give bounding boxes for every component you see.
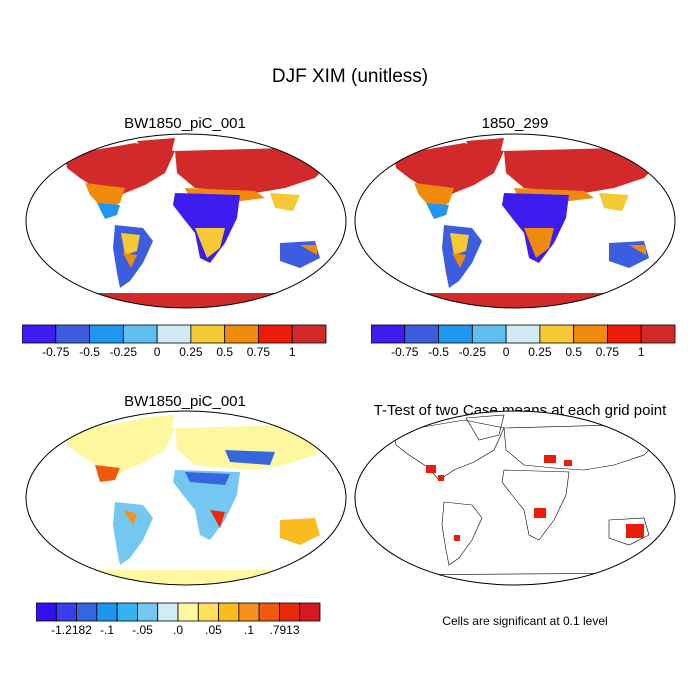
colorbar-swatch	[291, 324, 327, 344]
colorbar-top-right-swatches	[371, 324, 676, 344]
colorbar-swatch	[224, 324, 259, 344]
colorbar-swatch	[137, 602, 159, 622]
colorbar-swatch	[438, 324, 473, 344]
colorbar-swatch	[190, 324, 226, 344]
colorbar-tick-label: 0.25	[179, 345, 203, 358]
colorbar-tick-label: .0	[173, 623, 183, 636]
colorbar-swatch	[55, 602, 77, 622]
colorbar-swatch	[607, 324, 642, 344]
colorbar-tick-label: .7913	[269, 623, 299, 636]
colorbar-tick-label: 1	[289, 345, 296, 358]
colorbar-tick-label: -0.25	[459, 345, 487, 358]
colorbar-swatch	[640, 324, 676, 344]
colorbar-tick-label: 0.75	[596, 345, 620, 358]
colorbar-top-right: -0.75 -0.5 -0.25 0 0.25 0.5 0.75 1	[371, 324, 676, 358]
colorbar-tick-label: 1	[638, 345, 645, 358]
colorbar-swatch	[218, 602, 240, 622]
map-case1	[25, 133, 347, 309]
colorbar-diff-labels: -1.2182 -.1 -.05 .0 .05 .1 .7913	[51, 623, 300, 636]
significance-note: Cells are significant at 0.1 level	[442, 614, 608, 628]
colorbar-swatch	[471, 324, 507, 344]
colorbar-tick-label: .1	[244, 623, 254, 636]
colorbar-swatch	[258, 602, 280, 622]
colorbar-diff: -1.2182 -.1 -.05 .0 .05 .1 .7913	[36, 602, 321, 636]
colorbar-tick-label: 0.5	[216, 345, 233, 358]
colorbar-tick-label: -0.5	[79, 345, 100, 358]
colorbar-tick-label: 0.25	[528, 345, 552, 358]
map-case2	[354, 133, 676, 309]
panel-title-case2-line1: 1850_299	[481, 115, 549, 132]
colorbar-swatch	[36, 602, 57, 622]
figure-title: DJF XIM (unitless)	[271, 66, 429, 87]
colorbar-swatch	[122, 324, 158, 344]
colorbar-tick-label: 0.75	[247, 345, 271, 358]
colorbar-top-left: -0.75 -0.5 -0.25 0 0.25 0.5 0.75 1	[22, 324, 327, 358]
colorbar-swatch	[404, 324, 439, 344]
colorbar-tick-label: -0.75	[391, 345, 419, 358]
colorbar-swatch	[371, 324, 406, 344]
colorbar-tick-label: -0.5	[428, 345, 449, 358]
panel-title-case1-line1: BW1850_piC_001	[124, 115, 246, 132]
colorbar-swatch	[539, 324, 575, 344]
colorbar-swatch	[505, 324, 541, 344]
colorbar-top-right-labels: -0.75 -0.5 -0.25 0 0.25 0.5 0.75 1	[391, 345, 645, 358]
colorbar-swatch	[177, 602, 199, 622]
colorbar-swatch	[573, 324, 608, 344]
colorbar-tick-label: -1.2182	[51, 623, 92, 636]
colorbar-diff-swatches	[36, 602, 321, 622]
panel-title-diff-line1: BW1850_piC_001	[124, 393, 246, 410]
colorbar-tick-label: 0	[503, 345, 510, 358]
colorbar-swatch	[55, 324, 90, 344]
colorbar-tick-label: -0.75	[42, 345, 70, 358]
colorbar-swatch	[258, 324, 293, 344]
colorbar-tick-label: 0	[154, 345, 161, 358]
colorbar-swatch	[197, 602, 219, 622]
colorbar-swatch	[157, 602, 179, 622]
colorbar-swatch	[116, 602, 138, 622]
colorbar-swatch	[279, 602, 301, 622]
colorbar-tick-label: .05	[205, 623, 222, 636]
colorbar-swatch	[22, 324, 57, 344]
colorbar-top-left-labels: -0.75 -0.5 -0.25 0 0.25 0.5 0.75 1	[42, 345, 296, 358]
colorbar-swatch	[156, 324, 192, 344]
map-diff	[25, 410, 347, 586]
colorbar-tick-label: -.1	[100, 623, 114, 636]
colorbar-tick-label: -0.25	[110, 345, 138, 358]
colorbar-swatch	[89, 324, 124, 344]
map-ttest	[354, 410, 676, 586]
colorbar-swatch	[96, 602, 118, 622]
colorbar-swatch	[238, 602, 260, 622]
colorbar-tick-label: -.05	[132, 623, 153, 636]
colorbar-swatch	[76, 602, 98, 622]
colorbar-swatch	[299, 602, 321, 622]
colorbar-top-left-swatches	[22, 324, 327, 344]
colorbar-tick-label: 0.5	[565, 345, 582, 358]
